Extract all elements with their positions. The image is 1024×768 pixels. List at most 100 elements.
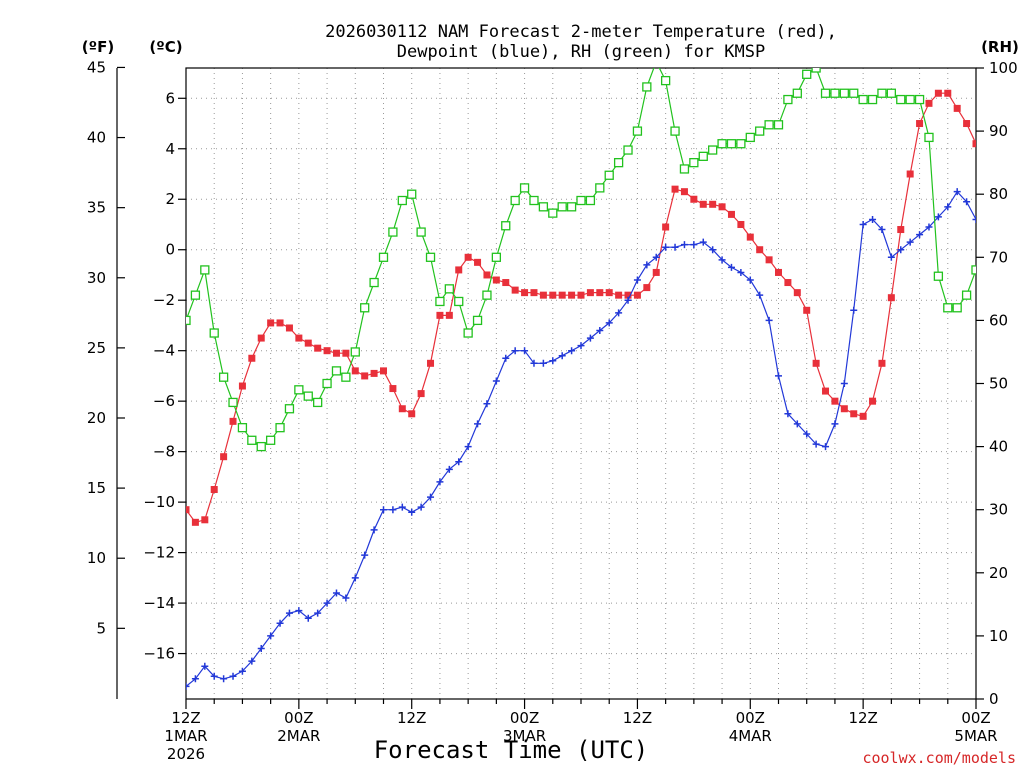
temperature-point xyxy=(276,319,284,327)
dewpoint-line xyxy=(186,190,976,687)
temperature-point xyxy=(408,410,416,418)
dewpoint-point xyxy=(775,372,782,380)
dewpoint-point xyxy=(398,503,406,511)
dewpoint-point xyxy=(455,458,463,466)
dewpoint-point xyxy=(803,430,811,438)
dewpoint-point xyxy=(201,662,209,670)
dewpoint-point xyxy=(427,493,435,501)
relative-humidity-point xyxy=(802,69,812,79)
relative-humidity-point xyxy=(519,183,530,193)
temperature-point xyxy=(775,268,782,276)
dewpoint-point xyxy=(380,506,387,514)
relative-humidity-point xyxy=(247,435,257,445)
relative-humidity-point xyxy=(388,227,398,237)
relative-humidity-point xyxy=(425,252,436,262)
dewpoint-point xyxy=(906,238,914,246)
relative-humidity-point xyxy=(660,75,671,86)
relative-humidity-point xyxy=(858,94,868,105)
relative-humidity-point xyxy=(642,82,652,92)
relative-humidity-point xyxy=(491,252,502,262)
temperature-point xyxy=(840,405,848,413)
relative-humidity-point xyxy=(529,195,539,206)
dewpoint-point xyxy=(756,291,764,299)
temperature-point xyxy=(511,286,519,294)
temperature-point xyxy=(737,220,745,228)
relative-humidity-point xyxy=(689,157,699,168)
temperature-point xyxy=(492,276,500,284)
relative-humidity-point xyxy=(444,284,454,294)
dewpoint-point xyxy=(568,347,576,355)
relative-humidity-point xyxy=(237,423,248,433)
relative-humidity-point xyxy=(717,139,727,149)
celsius-tick-label: −16 xyxy=(143,645,175,663)
dewpoint-point xyxy=(831,420,839,428)
dewpoint-point xyxy=(972,215,976,223)
dewpoint-point xyxy=(812,440,820,448)
relative-humidity-point xyxy=(322,378,332,389)
chart-title-line2: Dewpoint (blue), RH (green) for KMSP xyxy=(397,42,765,62)
temperature-point xyxy=(332,349,340,357)
temperature-point xyxy=(869,397,877,405)
relative-humidity-point xyxy=(943,303,953,313)
relative-humidity-point xyxy=(764,120,774,130)
relative-humidity-point xyxy=(820,88,831,98)
dewpoint-point xyxy=(530,359,538,367)
dewpoint-point xyxy=(586,334,594,342)
temperature-point xyxy=(831,397,839,405)
dewpoint-point xyxy=(596,326,604,334)
temperature-point xyxy=(671,185,679,193)
temperature-point xyxy=(436,311,444,319)
dewpoint-point xyxy=(323,599,331,607)
relative-humidity-point xyxy=(360,303,370,313)
relative-humidity-point xyxy=(952,303,962,313)
temperature-point xyxy=(295,334,303,342)
dewpoint-point xyxy=(474,420,482,428)
relative-humidity-point xyxy=(538,202,549,212)
temperature-point xyxy=(191,518,199,526)
dewpoint-point xyxy=(671,243,679,251)
relative-humidity-point xyxy=(501,221,511,231)
dewpoint-point xyxy=(558,352,566,360)
fahrenheit-tick-label: 35 xyxy=(87,199,106,217)
dewpoint-point xyxy=(765,316,773,324)
celsius-tick-label: −6 xyxy=(153,392,175,410)
relative-humidity-point xyxy=(397,195,407,206)
celsius-tick-label: −14 xyxy=(143,594,175,612)
fahrenheit-tick-label: 30 xyxy=(87,269,106,287)
dewpoint-point xyxy=(690,241,698,249)
relative-humidity-point xyxy=(313,397,323,408)
dewpoint-point xyxy=(502,354,510,362)
temperature-point xyxy=(746,233,754,241)
temperature-point xyxy=(361,372,369,380)
dewpoint-point xyxy=(342,594,350,602)
temperature-point xyxy=(257,334,265,342)
dewpoint-point xyxy=(304,614,312,622)
relative-humidity-point xyxy=(294,385,304,395)
relative-humidity-point xyxy=(783,94,793,105)
relative-humidity-point xyxy=(886,88,897,98)
relative-humidity-point xyxy=(510,195,520,206)
series xyxy=(186,68,976,690)
temperature-point xyxy=(887,294,895,302)
relative-humidity-point xyxy=(218,372,229,382)
fahrenheit-tick-label: 5 xyxy=(96,619,106,637)
temperature-point xyxy=(925,99,933,107)
temperature-point xyxy=(652,268,660,276)
relative-humidity-point xyxy=(708,145,718,155)
relative-humidity-point xyxy=(849,88,859,98)
dewpoint-point xyxy=(859,220,867,228)
temperature-point xyxy=(709,200,717,208)
x-tick-label: 12Z xyxy=(397,709,426,727)
temperature-point xyxy=(186,506,190,514)
celsius-tick-label: 2 xyxy=(165,190,175,208)
dewpoint-point xyxy=(633,276,641,284)
relative-humidity-point xyxy=(830,88,840,98)
dewpoint-point xyxy=(680,241,688,249)
temperature-point xyxy=(878,359,886,367)
temperature-point xyxy=(238,382,246,390)
relative-humidity-point xyxy=(209,328,219,338)
x-tick-label: 12Z xyxy=(171,709,200,727)
dewpoint-point xyxy=(746,276,754,284)
temperature-point xyxy=(427,359,435,367)
